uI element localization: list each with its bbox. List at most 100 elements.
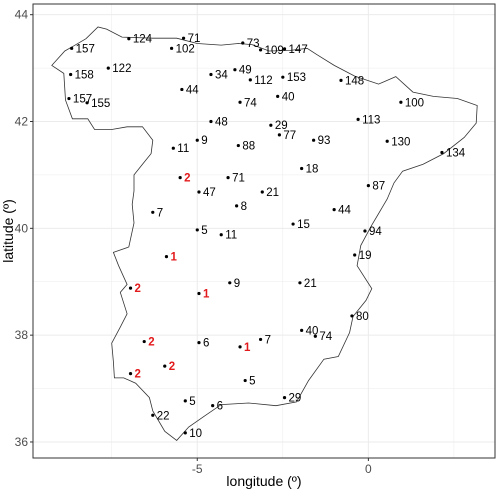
- point-label: 48: [215, 117, 228, 129]
- data-point: [269, 123, 273, 127]
- data-point: [127, 37, 131, 41]
- data-point: [70, 46, 74, 50]
- y-tick-labels: 36 38 40 42 44: [15, 8, 29, 449]
- data-point: [228, 281, 232, 285]
- data-point: [69, 72, 73, 77]
- data-point: [128, 372, 133, 376]
- point-label: 71: [232, 173, 245, 185]
- point-label: 19: [359, 250, 372, 262]
- point-label: 40: [282, 91, 295, 103]
- point-label: 5: [189, 396, 195, 408]
- point-label: 147: [289, 44, 308, 56]
- point-label: 5: [201, 225, 207, 237]
- point-label: 87: [372, 181, 385, 193]
- point-label: 155: [91, 98, 110, 110]
- data-point: [300, 166, 304, 171]
- data-point: [211, 404, 215, 408]
- data-point: [258, 337, 263, 342]
- point-label: 102: [176, 43, 195, 55]
- point-label: 10: [189, 428, 202, 440]
- point-label: 34: [215, 70, 228, 82]
- point-label: 7: [157, 207, 163, 219]
- point-label: 93: [318, 135, 331, 147]
- point-label: 5: [249, 376, 255, 388]
- data-point: [356, 117, 360, 121]
- point-label: 49: [239, 65, 252, 77]
- y-tick-label: 36: [15, 435, 29, 449]
- data-point: [151, 210, 155, 214]
- point-label: 134: [446, 147, 466, 159]
- point-label-highlight: 2: [135, 369, 141, 381]
- point-label: 29: [289, 393, 302, 405]
- data-point: [197, 190, 201, 194]
- data-point: [195, 228, 199, 232]
- point-label: 47: [203, 187, 216, 199]
- point-label: 109: [265, 45, 284, 57]
- data-point: [180, 87, 184, 92]
- data-point: [350, 314, 354, 318]
- data-point: [163, 364, 167, 368]
- data-point: [151, 413, 155, 417]
- data-point: [238, 345, 242, 349]
- data-point: [171, 146, 175, 150]
- data-point: [312, 138, 316, 142]
- data-point: [385, 139, 389, 143]
- data-point: [281, 75, 285, 79]
- data-point: [298, 281, 302, 285]
- point-label: 77: [283, 130, 296, 142]
- point-label: 94: [369, 226, 382, 238]
- data-point: [339, 78, 343, 82]
- data-point: [313, 334, 317, 338]
- plot-panel-border: [32, 3, 496, 459]
- point-label: 158: [75, 70, 94, 82]
- point-label: 29: [275, 120, 288, 132]
- point-label: 8: [241, 201, 247, 213]
- point-label-highlight: 2: [184, 173, 190, 185]
- point-label: 44: [338, 205, 351, 217]
- point-label: 74: [319, 331, 332, 343]
- x-tick-label: 0: [365, 462, 372, 476]
- y-axis-title: latitude (º): [0, 199, 16, 262]
- point-label-highlight: 2: [148, 337, 154, 349]
- point-label: 130: [391, 136, 410, 148]
- data-point: [235, 204, 239, 208]
- data-point: [226, 175, 230, 180]
- point-label: 112: [254, 75, 272, 87]
- data-point: [219, 233, 223, 237]
- point-label: 21: [266, 187, 279, 199]
- point-label: 9: [201, 135, 207, 147]
- point-label: 88: [242, 141, 255, 153]
- point-label: 153: [287, 72, 306, 84]
- point-label: 6: [203, 338, 209, 350]
- y-tick-label: 44: [15, 8, 29, 22]
- point-label-highlight: 1: [170, 252, 177, 264]
- data-point: [170, 46, 174, 50]
- x-tick-labels: -5 0: [192, 462, 372, 476]
- data-point: [300, 328, 304, 332]
- point-label: 157: [73, 94, 92, 106]
- data-point: [282, 396, 287, 400]
- data-point: [363, 229, 367, 233]
- point-label: 6: [217, 401, 223, 413]
- data-point: [183, 399, 187, 403]
- data-point: [67, 96, 71, 101]
- point-label: 148: [345, 75, 364, 87]
- point-label: 74: [244, 97, 257, 109]
- y-tick-label: 40: [15, 221, 29, 235]
- point-label: 9: [234, 278, 240, 290]
- point-label: 80: [356, 311, 369, 323]
- data-point: [209, 119, 213, 124]
- data-point: [353, 253, 357, 257]
- point-label: 73: [247, 38, 260, 50]
- data-point: [238, 100, 242, 104]
- data-point: [248, 78, 252, 82]
- data-point: [128, 286, 133, 290]
- point-label: 122: [112, 63, 131, 75]
- grid-lines: [33, 4, 495, 458]
- data-point: [209, 72, 213, 77]
- x-tick-label: -5: [192, 462, 203, 476]
- point-label: 71: [188, 33, 201, 45]
- data-point: [366, 184, 370, 188]
